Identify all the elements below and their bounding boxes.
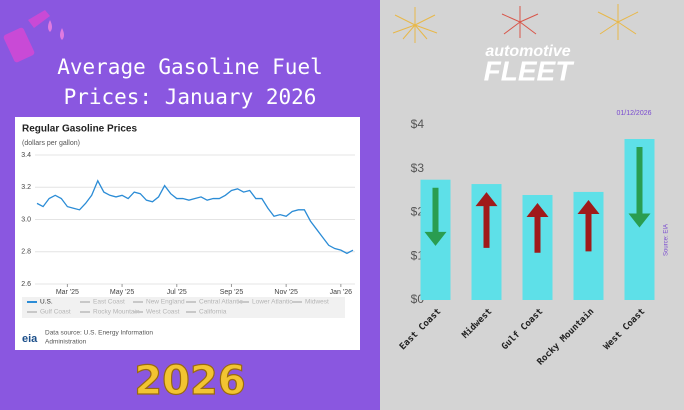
source-note: Data source: U.S. Energy Information	[45, 330, 153, 337]
y-tick-label: 2.8	[21, 249, 31, 256]
y-tick-label: $4	[411, 117, 425, 131]
trend-arrow	[577, 199, 600, 252]
x-tick-label: Mar '25	[56, 289, 79, 296]
trend-arrow	[475, 192, 498, 248]
trend-arrow	[424, 187, 447, 246]
y-tick-label: 3.4	[21, 152, 31, 159]
logo: FLEET	[484, 55, 576, 86]
headline: Average Gasoline Fuel	[57, 55, 323, 79]
trend-arrow	[628, 147, 651, 228]
x-tick-label: May '25	[110, 289, 134, 296]
legend-label: Lower Atlantic	[252, 299, 293, 306]
y-tick-label: 3.2	[21, 184, 31, 191]
chart-title: Regular Gasoline Prices	[22, 124, 137, 135]
legend-box	[22, 297, 345, 318]
legend-label: Rocky Mountain	[93, 309, 140, 316]
logo: automotive	[485, 43, 570, 60]
source-note: Source: EIA	[664, 224, 670, 256]
chart-subtitle: (dollars per gallon)	[22, 140, 80, 147]
fireworks	[392, 4, 639, 43]
legend-label: U.S.	[40, 299, 53, 306]
pump-icon	[3, 10, 64, 63]
legend-label: Midwest	[305, 299, 329, 306]
eia-logo: eia	[22, 333, 38, 345]
annotation: 01/12/2026	[616, 110, 651, 117]
legend-label: West Coast	[146, 309, 180, 316]
legend-label: East Coast	[93, 299, 125, 306]
y-tick-label: 3.0	[21, 216, 31, 223]
legend-label: New England	[146, 299, 185, 306]
headline: Prices: January 2026	[64, 85, 317, 109]
y-tick-label: $3	[411, 161, 425, 175]
x-tick-label: Jul '25	[167, 289, 187, 296]
source-note: Administration	[45, 339, 87, 346]
line-series	[36, 179, 354, 255]
y-tick-label: 2.6	[21, 281, 31, 288]
legend-label: Central Atlantic	[199, 299, 243, 306]
year-badge: 2026	[134, 358, 245, 404]
x-tick-label: Jan '26	[330, 289, 352, 296]
legend-label: Gulf Coast	[40, 309, 71, 316]
trend-arrow	[526, 203, 549, 253]
legend-label: California	[199, 309, 227, 316]
x-tick-label: Nov '25	[274, 289, 298, 296]
x-tick-label: Sep '25	[220, 289, 244, 296]
